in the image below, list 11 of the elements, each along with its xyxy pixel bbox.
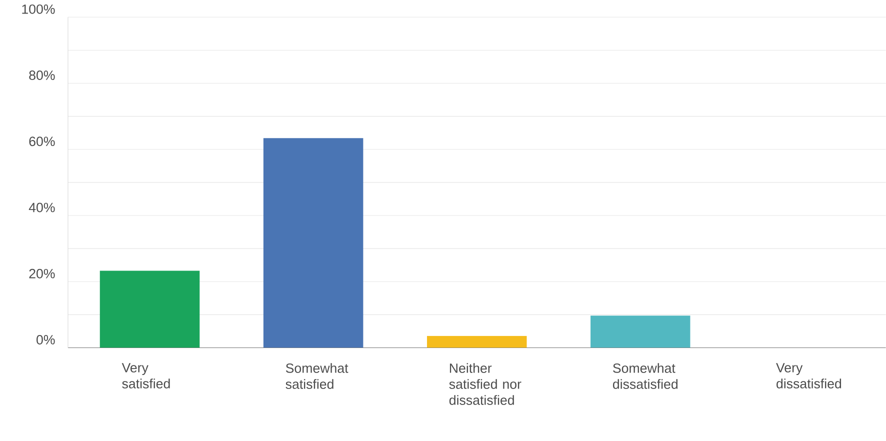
y-tick-label: 100% xyxy=(22,4,55,14)
y-tick-label: 40% xyxy=(28,202,55,212)
x-tick-label: Very dissatisfied xyxy=(776,363,842,389)
x-tick-label: Very satisfied xyxy=(122,363,170,389)
x-tick-label: Somewhat dissatisfied xyxy=(612,363,678,390)
y-tick-label: 0% xyxy=(36,335,55,345)
y-tick-label: 60% xyxy=(29,136,55,146)
y-tick-label: 80% xyxy=(29,70,55,80)
x-tick-label: Neither satisfied nor dissatisfied xyxy=(449,363,522,406)
x-tick-label: Somewhat satisfied xyxy=(286,363,348,390)
y-tick-label: 20% xyxy=(29,269,55,278)
